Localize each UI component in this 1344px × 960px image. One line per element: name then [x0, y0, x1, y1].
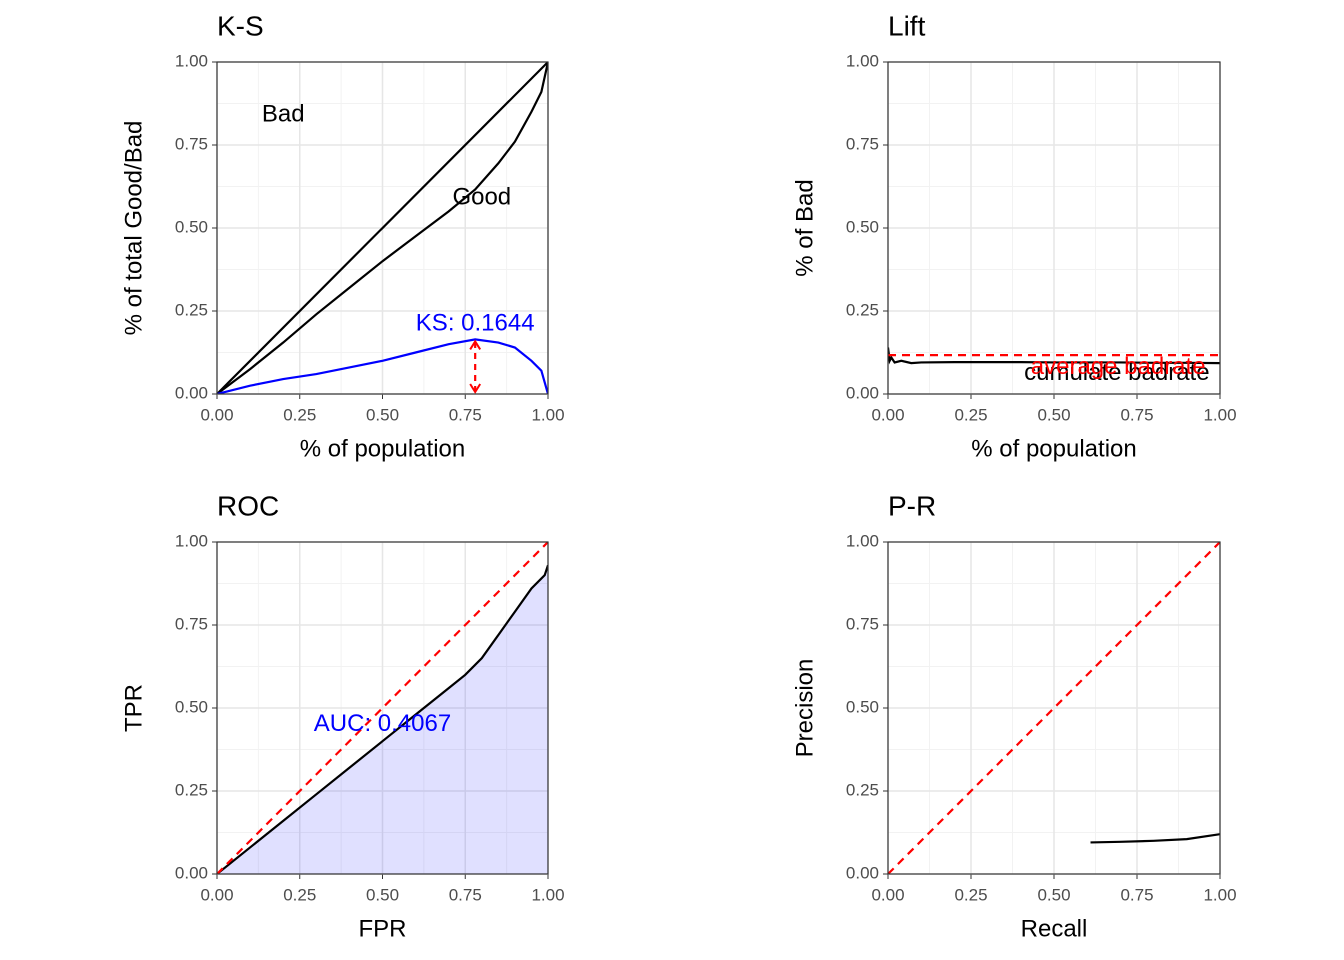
- y-tick-label: 0.25: [846, 780, 879, 799]
- series-label: Good: [452, 183, 511, 210]
- y-tick-label: 0.25: [175, 300, 208, 319]
- chart-title: P-R: [888, 490, 936, 521]
- y-tick-label: 1.00: [846, 51, 879, 70]
- y-axis-title: % of total Good/Bad: [120, 121, 147, 336]
- line: [217, 62, 548, 394]
- annotation: KS: 0.1644: [416, 310, 535, 337]
- y-tick-label: 0.50: [846, 697, 879, 716]
- panel: 0.00 0.25 0.50 0.75 1.00 0.00 0.25 0.50 0.75 1.00…: [120, 10, 564, 462]
- y-axis-title: Precision: [791, 659, 818, 758]
- panel-border: [216, 61, 549, 395]
- x-tick-label: 0.00: [871, 405, 904, 424]
- y-tick-label: 0.75: [846, 134, 879, 153]
- y-tick-label: 1.00: [175, 51, 208, 70]
- panel-border: [887, 61, 1221, 395]
- x-tick-label: 0.25: [283, 885, 316, 904]
- x-tick-label: 0.75: [449, 885, 482, 904]
- x-tick-label: 0.00: [200, 405, 233, 424]
- chart-title: K-S: [217, 10, 264, 41]
- x-tick-label: 0.25: [954, 405, 987, 424]
- y-axis-title: % of Bad: [791, 179, 818, 276]
- area: [217, 565, 548, 874]
- y-tick-label: 0.50: [175, 697, 208, 716]
- plot-area: Bad Good: [217, 62, 548, 394]
- x-tick-label: 0.50: [366, 405, 399, 424]
- y-tick-label: 0.00: [846, 383, 879, 402]
- plot-area: [888, 542, 1220, 874]
- x-tick-label: 0.25: [283, 405, 316, 424]
- y-tick-label: 0.25: [846, 300, 879, 319]
- arrow-head: [469, 383, 482, 394]
- line: [217, 62, 548, 394]
- x-tick-label: 0.25: [954, 885, 987, 904]
- y-tick-label: 1.00: [175, 531, 208, 550]
- y-tick-label: 0.00: [175, 383, 208, 402]
- panel-border: [216, 541, 549, 875]
- y-tick-label: 0.00: [175, 863, 208, 882]
- x-tick-label: 1.00: [1203, 405, 1236, 424]
- panel: 0.00 0.25 0.50 0.75 1.00 0.00 0.25 0.50 0.75 1.00…: [791, 10, 1236, 462]
- x-tick-label: 0.00: [871, 885, 904, 904]
- y-tick-label: 0.75: [175, 614, 208, 633]
- x-tick-label: 0.50: [1037, 885, 1070, 904]
- y-tick-label: 0.75: [175, 134, 208, 153]
- y-tick-label: 0.50: [846, 217, 879, 236]
- plot-area: [217, 542, 548, 874]
- y-axis-title: TPR: [120, 684, 147, 732]
- x-tick-label: 0.00: [200, 885, 233, 904]
- y-tick-label: 0.75: [846, 614, 879, 633]
- line: [217, 564, 548, 874]
- x-tick-label: 1.00: [531, 405, 564, 424]
- x-axis-title: Recall: [1021, 915, 1088, 942]
- y-tick-label: 0.50: [175, 217, 208, 236]
- series-label: cumulate badrate: [1024, 359, 1209, 386]
- x-tick-label: 0.75: [1120, 885, 1153, 904]
- x-tick-label: 0.75: [1120, 405, 1153, 424]
- chart-title: ROC: [217, 490, 279, 521]
- annotation: AUC: 0.4067: [314, 710, 451, 737]
- y-tick-label: 0.25: [175, 780, 208, 799]
- panel-border: [887, 541, 1221, 875]
- x-tick-label: 0.50: [1037, 405, 1070, 424]
- x-tick-label: 0.50: [366, 885, 399, 904]
- x-tick-label: 0.75: [449, 405, 482, 424]
- series-label: Bad: [262, 100, 305, 127]
- x-axis-title: % of population: [971, 435, 1136, 462]
- x-tick-label: 1.00: [1203, 885, 1236, 904]
- x-axis-title: FPR: [359, 915, 407, 942]
- chart-title: Lift: [888, 10, 926, 41]
- line: [888, 347, 1220, 365]
- arrow-head: [469, 339, 482, 350]
- x-axis-title: % of population: [300, 435, 465, 462]
- x-tick-label: 1.00: [531, 885, 564, 904]
- panel: 0.00 0.25 0.50 0.75 1.00 0.00 0.25 0.50 0.75 1.00…: [791, 490, 1236, 942]
- y-tick-label: 0.00: [846, 863, 879, 882]
- y-tick-label: 1.00: [846, 531, 879, 550]
- panel: 0.00 0.25 0.50 0.75 1.00 0.00 0.25 0.50 0.75 1.00…: [120, 490, 564, 942]
- line: [1090, 833, 1220, 844]
- line: [217, 338, 548, 394]
- series-label: average badrate: [1031, 353, 1206, 380]
